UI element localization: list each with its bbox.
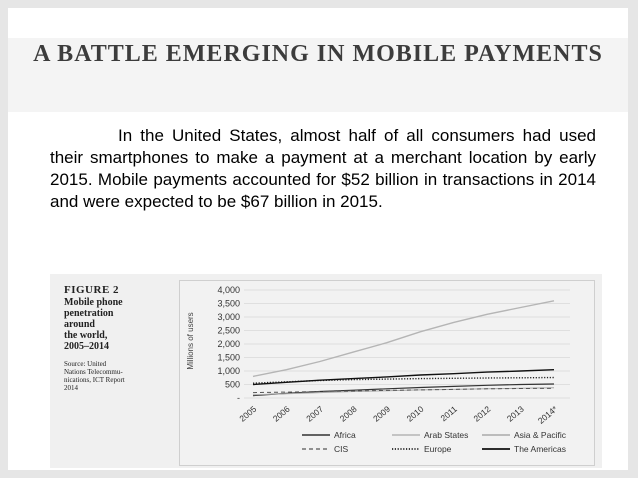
series-line-the-americas: [252, 369, 555, 386]
slide-title: A BATTLE EMERGING IN MOBILE PAYMENTS: [33, 41, 603, 67]
title-band: A BATTLE EMERGING IN MOBILE PAYMENTS: [8, 38, 628, 112]
y-tick-label: 3,500: [217, 299, 240, 309]
legend: Africa Arab States Asia & Pacific CIS Europe…: [302, 430, 567, 454]
y-tick-label: 2,500: [217, 326, 240, 336]
x-tick-label: 2005: [237, 404, 258, 424]
figure-caption: FIGURE 2 Mobile phone penetration around…: [64, 284, 174, 392]
slide: A BATTLE EMERGING IN MOBILE PAYMENTS In …: [8, 8, 628, 470]
line-chart: -5001,0001,5002,0002,5003,0003,5004,000 …: [186, 285, 570, 454]
x-tick-label: 2013: [505, 404, 526, 424]
legend-label-the-americas: The Americas: [514, 444, 566, 454]
y-tick-label: 1,000: [217, 366, 240, 376]
y-tick-label: 4,000: [217, 285, 240, 295]
series-line-asia-pacific: [252, 300, 555, 378]
figure-source: Source: United Nations Telecommu- nicati…: [64, 360, 125, 392]
x-tick-label: 2007: [304, 404, 325, 424]
legend-label-europe: Europe: [424, 444, 452, 454]
y-tick-label: -: [237, 393, 240, 403]
series-line-africa: [252, 383, 555, 397]
x-tick-label: 2011: [439, 404, 460, 424]
y-axis-label: Millions of users: [186, 312, 195, 369]
figure-number: FIGURE 2: [64, 284, 120, 296]
x-tick-label: 2009: [371, 404, 392, 424]
legend-label-arab-states: Arab States: [424, 430, 468, 440]
x-tick-label: 2014*: [536, 403, 560, 425]
y-tick-label: 3,000: [217, 312, 240, 322]
x-tick-label: 2010: [405, 404, 426, 424]
legend-label-africa: Africa: [334, 430, 356, 440]
x-tick-label: 2006: [271, 404, 292, 424]
y-tick-label: 2,000: [217, 339, 240, 349]
y-tick-label: 1,500: [217, 353, 240, 363]
x-tick-label: 2008: [338, 404, 359, 424]
figure-panel: FIGURE 2 Mobile phone penetration around…: [50, 274, 602, 468]
series-lines: [252, 300, 555, 397]
y-tick-label: 500: [225, 380, 240, 390]
x-tick-label: 2012: [471, 404, 492, 424]
figure-title: Mobile phone penetration around the worl…: [64, 297, 123, 352]
series-line-cis: [252, 387, 555, 394]
chart-frame: -500 1,000 1,500 2,000 2,500 3,000 3,500 4,000 …: [179, 280, 595, 466]
legend-label-cis: CIS: [334, 444, 349, 454]
legend-label-asia-pacific: Asia & Pacific: [514, 430, 567, 440]
y-axis-ticks: - 500 1,000 1,500 2,000 2,500 3,000 3,500 4,000: [217, 285, 240, 403]
gridlines: [244, 289, 570, 399]
series-line-europe: [252, 376, 555, 384]
x-axis-ticks: 2005 2006 2007 2008 2009 2010 2011 2012 2013 2014…: [237, 403, 559, 425]
body-paragraph: In the United States, almost half of all…: [50, 126, 596, 211]
